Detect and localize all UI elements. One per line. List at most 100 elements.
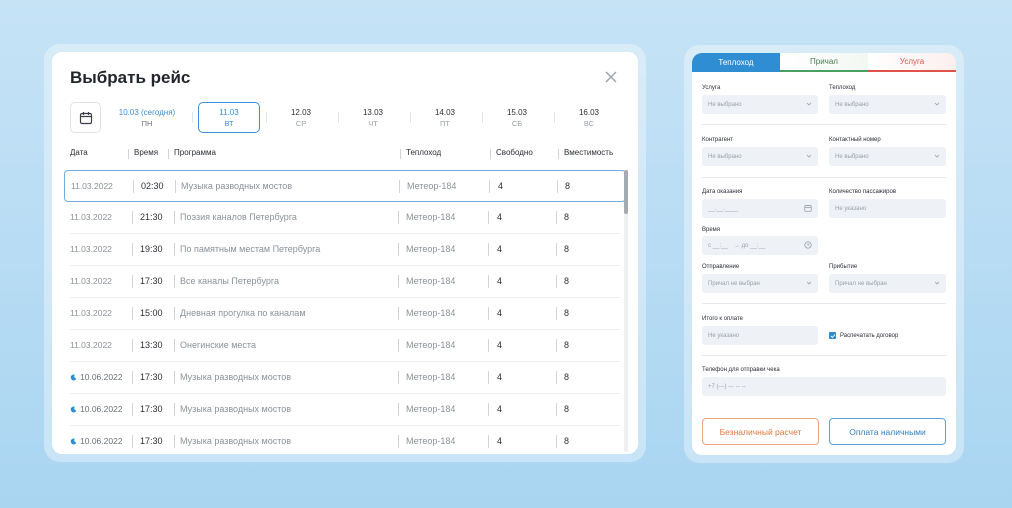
date-option[interactable]: 12.03 СР xyxy=(290,107,312,128)
capacity-cell: 8 xyxy=(564,340,570,350)
total-input[interactable]: Не указано xyxy=(702,326,818,345)
date-option[interactable]: 10.03 (сегодня) ПН xyxy=(118,107,176,128)
time-range-input[interactable]: с __:__ → до __:__ xyxy=(702,236,818,255)
calendar-button[interactable] xyxy=(70,102,101,133)
departure-select[interactable]: Причал не выбран xyxy=(702,274,818,293)
cash-payment-button[interactable]: Оплата наличными xyxy=(829,418,946,445)
service-date-input[interactable]: __.__.____ xyxy=(702,199,818,218)
table-row[interactable]: 11.03.2022 19:30 По памятным местам Петерб… xyxy=(70,234,620,266)
table-row[interactable]: 10.06.2022 17:30 Музыка разводных мостов Ме… xyxy=(70,426,620,454)
passengers-label: Количество пассажиров xyxy=(829,189,897,195)
service-select[interactable]: Не выбрано xyxy=(702,95,818,114)
ship-value: Не выбрано xyxy=(835,101,869,108)
time-to: → до __:__ xyxy=(734,242,766,249)
column-divider xyxy=(488,243,489,256)
column-divider xyxy=(132,211,133,224)
column-header[interactable]: Вместимость xyxy=(564,148,614,157)
close-icon[interactable] xyxy=(604,70,618,84)
date-cell: 10.06.2022 xyxy=(70,436,123,447)
calendar-icon xyxy=(79,111,92,124)
column-divider xyxy=(556,435,557,448)
chevron-down-icon xyxy=(806,281,812,285)
ship-cell: Метеор-184 xyxy=(406,340,456,350)
program-cell: Музыка разводных мостов xyxy=(180,436,292,446)
date-option[interactable]: 15.03 СБ xyxy=(506,107,528,128)
date-cell: 11.03.2022 xyxy=(70,276,112,286)
table-row[interactable]: 11.03.2022 02:30 Музыка разводных мостов Ме… xyxy=(64,170,626,202)
date-text: 10.06.2022 xyxy=(80,436,123,446)
column-divider xyxy=(556,339,557,352)
column-divider xyxy=(398,403,399,416)
program-cell: Музыка разводных мостов xyxy=(180,372,292,382)
ship-select[interactable]: Не выбрано xyxy=(829,95,946,114)
column-header[interactable]: Дата xyxy=(70,148,88,157)
column-divider xyxy=(556,275,557,288)
table-row[interactable]: 11.03.2022 13:30 Онегинские места Метеор-18… xyxy=(70,330,620,362)
time-cell: 21:30 xyxy=(140,212,163,222)
column-header[interactable]: Теплоход xyxy=(406,148,442,157)
column-divider xyxy=(556,307,557,320)
moon-icon xyxy=(70,373,77,383)
program-cell: Поэзия каналов Петербурга xyxy=(180,212,297,222)
date-cell: 10.06.2022 xyxy=(70,404,123,415)
date-cell: 10.06.2022 xyxy=(70,372,123,383)
phone-label: Телефон для отправки чека xyxy=(702,367,780,373)
tab-ship[interactable]: Теплоход xyxy=(692,53,780,72)
dialog-title: Выбрать рейс xyxy=(70,68,191,87)
phone-input[interactable]: +7 (---) --- -- -- xyxy=(702,377,946,396)
column-divider xyxy=(132,275,133,288)
table-row[interactable]: 11.03.2022 21:30 Поэзия каналов Петербурга… xyxy=(70,202,620,234)
capacity-cell: 8 xyxy=(564,244,570,254)
scrollbar-thumb[interactable] xyxy=(624,170,628,214)
time-cell: 17:30 xyxy=(140,372,163,382)
column-divider xyxy=(132,307,133,320)
capacity-cell: 8 xyxy=(565,181,571,191)
chevron-down-icon xyxy=(934,281,940,285)
passengers-input[interactable]: Не указано xyxy=(829,199,946,218)
cashless-payment-button[interactable]: Безналичный расчет xyxy=(702,418,819,445)
table-row[interactable]: 10.06.2022 17:30 Музыка разводных мостов Ме… xyxy=(70,394,620,426)
counterparty-select[interactable]: Не выбрано xyxy=(702,147,818,166)
checkbox-checked-icon[interactable] xyxy=(829,332,836,339)
date-cell: 11.03.2022 xyxy=(70,212,112,222)
arrival-select[interactable]: Причал не выбран xyxy=(829,274,946,293)
free-cell: 4 xyxy=(497,244,503,254)
column-divider xyxy=(398,371,399,384)
column-divider xyxy=(398,243,399,256)
table-row[interactable]: 11.03.2022 17:30 Все каналы Петербурга Мете… xyxy=(70,266,620,298)
time-cell: 19:30 xyxy=(140,244,163,254)
column-divider xyxy=(174,371,175,384)
free-cell: 4 xyxy=(497,308,503,318)
scrollbar[interactable] xyxy=(624,170,628,452)
column-divider xyxy=(399,180,400,193)
contact-number-select[interactable]: Не выбрано xyxy=(829,147,946,166)
date-option[interactable]: 11.03 ВТ xyxy=(198,102,260,133)
table-row[interactable]: 10.06.2022 17:30 Музыка разводных мостов Ме… xyxy=(70,362,620,394)
column-header[interactable]: Время xyxy=(134,148,159,157)
column-divider xyxy=(557,180,558,193)
print-contract-checkbox[interactable]: Распечатать договор xyxy=(829,332,898,339)
ship-cell: Метеор-184 xyxy=(406,372,456,382)
time-from: с __:__ xyxy=(708,242,728,249)
column-divider xyxy=(174,275,175,288)
tab-service[interactable]: Услуга xyxy=(868,53,956,72)
table-row[interactable]: 11.03.2022 15:00 Дневная прогулка по канал… xyxy=(70,298,620,330)
column-divider xyxy=(489,180,490,193)
phone-placeholder: +7 (---) --- -- -- xyxy=(708,383,746,390)
date-text: 10.06.2022 xyxy=(80,372,123,382)
column-divider xyxy=(174,211,175,224)
capacity-cell: 8 xyxy=(564,404,570,414)
time-cell: 15:00 xyxy=(140,308,163,318)
free-cell: 4 xyxy=(497,404,503,414)
program-cell: Онегинские места xyxy=(180,340,256,350)
counterparty-value: Не выбрано xyxy=(708,153,742,160)
column-header[interactable]: Свободно xyxy=(496,148,533,157)
column-header[interactable]: Программа xyxy=(174,148,216,157)
date-option[interactable]: 14.03 ПТ xyxy=(434,107,456,128)
date-option[interactable]: 16.03 ВС xyxy=(578,107,600,128)
tab-pier[interactable]: Причал xyxy=(780,53,868,72)
date-selector: 10.03 (сегодня) ПН 11.03 ВТ 12.03 СР 13.03 Ч… xyxy=(108,102,620,133)
date-option[interactable]: 13.03 ЧТ xyxy=(362,107,384,128)
column-divider xyxy=(488,211,489,224)
capacity-cell: 8 xyxy=(564,212,570,222)
